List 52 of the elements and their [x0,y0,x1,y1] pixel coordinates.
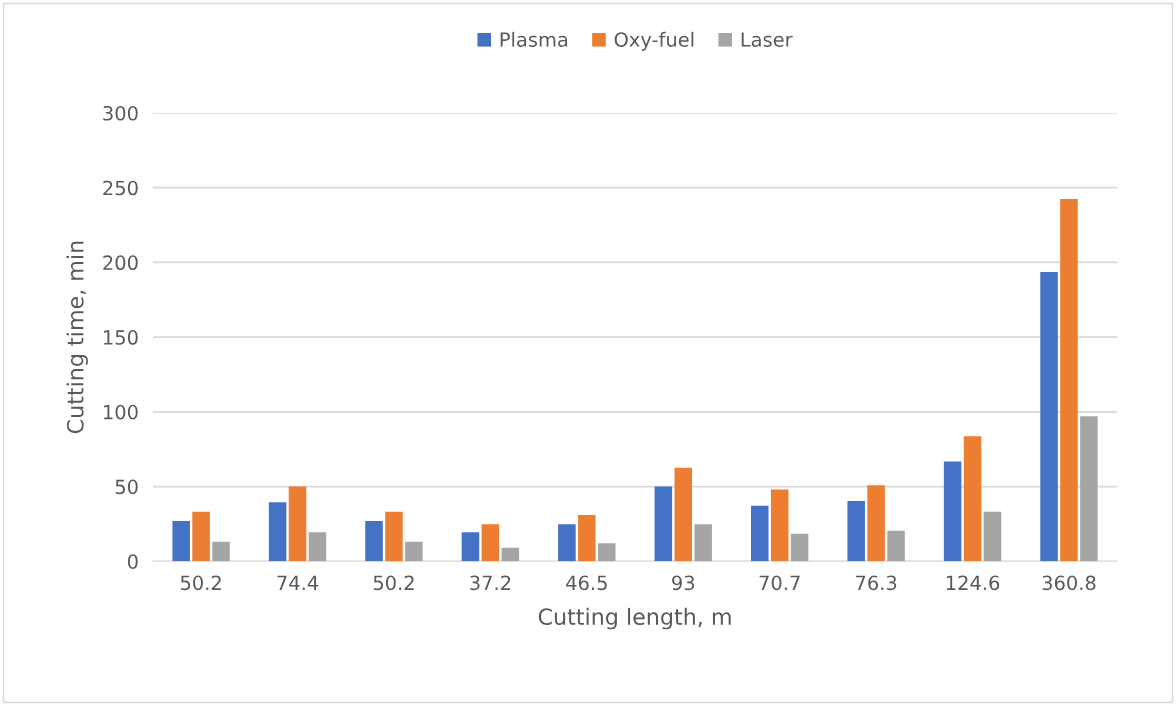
bar [405,541,423,562]
bar [212,541,230,562]
bar [887,530,905,562]
bar [1040,272,1058,562]
bar [365,520,383,562]
legend-label: Laser [741,32,793,47]
bar [597,543,616,562]
x-tick-label: 74.4 [277,575,319,590]
y-axis-title: Cutting time, min [66,241,88,434]
bar [268,502,287,562]
x-tick-label: 76.3 [856,575,897,591]
x-tick-label: 70.7 [759,575,800,591]
bar [1080,416,1098,562]
legend-label: Oxy-fuel [614,31,694,51]
bar [558,524,576,562]
bar [288,486,307,562]
bar [192,511,210,562]
bar [654,486,673,562]
bar [770,489,789,562]
bar [461,532,480,562]
bar [172,520,190,562]
y-tick-label: 250 [103,180,138,196]
x-axis-title: Cutting length, m [538,607,731,630]
bar [694,524,712,562]
bar [481,524,500,562]
bar [578,514,596,562]
x-tick-label: 50.2 [373,575,414,591]
bar [983,511,1002,562]
bar [790,533,809,562]
y-tick-label: 50 [115,479,138,495]
y-tick-label: 300 [103,105,138,121]
bar [674,467,693,562]
x-tick-label: 50.2 [180,575,221,591]
x-tick-label: 37.2 [470,575,511,591]
y-tick-label: 0 [127,554,138,569]
legend-label: Plasma [500,31,568,47]
bar [943,461,962,562]
x-tick-label: 124.6 [946,575,1000,591]
y-tick-label: 150 [104,330,138,345]
bar [867,485,885,562]
y-tick-label: 200 [103,255,138,271]
x-tick-label: 46.5 [566,575,607,591]
bar [501,547,520,562]
bar [1060,199,1078,562]
bar [963,436,982,562]
x-tick-label: 93 [672,575,695,591]
x-tick-label: 360.8 [1042,575,1096,591]
bar [385,511,403,562]
y-tick-label: 100 [104,404,138,420]
bar [308,532,327,562]
bar [847,500,865,562]
bar [750,505,769,562]
